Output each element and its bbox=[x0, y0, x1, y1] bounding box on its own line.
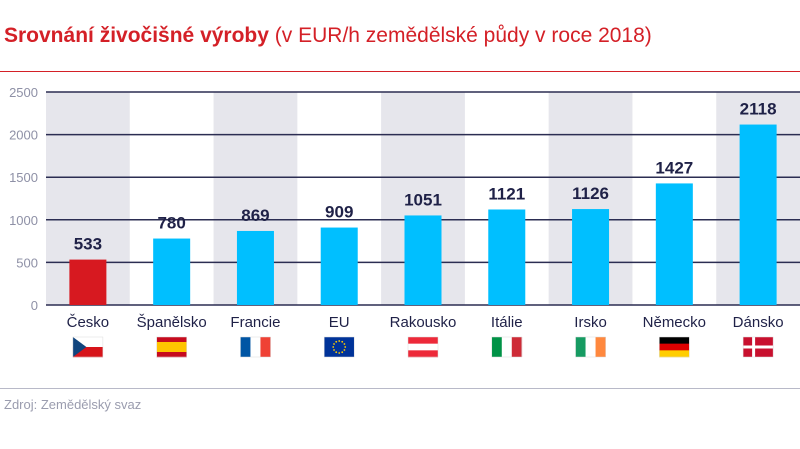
category-label: Německo bbox=[643, 314, 706, 331]
data-label: 780 bbox=[157, 214, 185, 233]
data-label: 2118 bbox=[740, 100, 777, 119]
y-tick-label: 500 bbox=[16, 255, 38, 270]
source-divider bbox=[0, 388, 800, 389]
bar-5 bbox=[488, 209, 526, 305]
data-label: 1427 bbox=[655, 158, 693, 177]
data-label: 1051 bbox=[404, 190, 442, 209]
bar-8 bbox=[739, 124, 777, 305]
bar-0 bbox=[69, 259, 107, 305]
bar-3 bbox=[320, 227, 358, 305]
bar-2 bbox=[236, 230, 274, 305]
bar-4 bbox=[404, 215, 442, 305]
title-divider bbox=[0, 71, 800, 72]
data-label: 909 bbox=[325, 203, 353, 222]
flag-dk-icon bbox=[742, 336, 774, 358]
y-tick-label: 0 bbox=[31, 298, 38, 313]
data-label: 1121 bbox=[488, 184, 525, 203]
flag-de-icon bbox=[659, 336, 690, 358]
category-label: Francie bbox=[230, 314, 280, 331]
category-label: Irsko bbox=[574, 314, 607, 331]
y-tick-label: 2500 bbox=[9, 85, 38, 100]
data-label: 869 bbox=[241, 206, 269, 225]
flag-ie-icon bbox=[575, 336, 606, 358]
flag-fr-icon bbox=[240, 336, 271, 358]
flag-it-icon bbox=[491, 336, 523, 358]
flag-cz-icon bbox=[72, 336, 104, 358]
chart-title: Srovnání živočišné výroby (v EUR/h zeměd… bbox=[4, 24, 652, 48]
category-label: Česko bbox=[67, 314, 110, 331]
bar-7 bbox=[655, 183, 693, 305]
bar-6 bbox=[572, 209, 610, 305]
y-tick-label: 1000 bbox=[9, 213, 38, 228]
flag-eu-icon bbox=[323, 336, 355, 358]
category-label: Rakousko bbox=[390, 314, 457, 331]
source-note: Zdroj: Zemědělský svaz bbox=[4, 397, 142, 412]
flag-at-icon bbox=[407, 336, 439, 358]
category-label: Španělsko bbox=[137, 314, 207, 331]
data-label: 1126 bbox=[572, 184, 609, 203]
category-label: EU bbox=[329, 314, 350, 331]
flag-es-icon bbox=[156, 336, 187, 358]
data-label: 533 bbox=[74, 235, 102, 254]
title-bold: Srovnání živočišné výroby bbox=[4, 24, 269, 47]
y-tick-label: 2000 bbox=[9, 128, 38, 143]
bar-1 bbox=[153, 238, 191, 305]
category-label: Dánsko bbox=[733, 314, 784, 331]
title-subtitle: (v EUR/h zemědělské půdy v roce 2018) bbox=[274, 24, 652, 47]
y-tick-label: 1500 bbox=[9, 170, 38, 185]
category-label: Itálie bbox=[491, 314, 523, 331]
